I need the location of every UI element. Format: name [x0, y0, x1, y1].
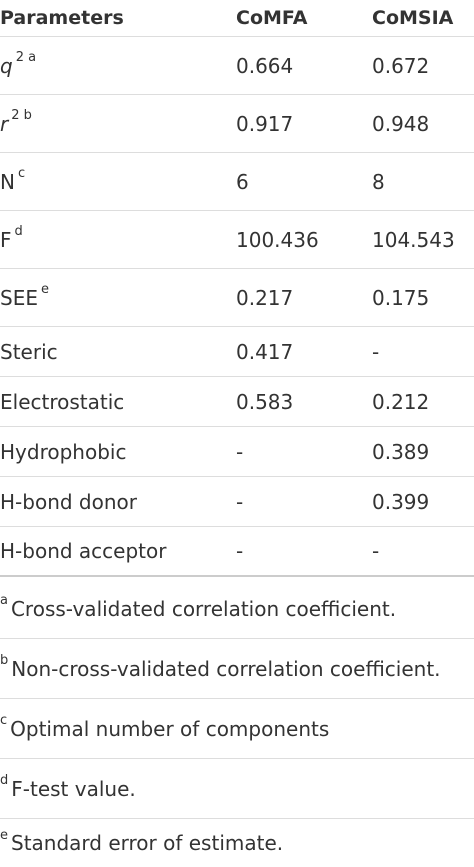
comfa-cell: 6: [236, 169, 249, 194]
comsia-cell: 0.212: [372, 389, 430, 414]
table-row: Hydrophobic - 0.389: [0, 427, 474, 477]
footnote-body: Optimal number of components: [10, 716, 330, 741]
footnote-mark: a: [0, 593, 8, 608]
parameter-name: r: [0, 111, 9, 136]
comsia-cell: -: [372, 339, 380, 364]
header-row: Parameters CoMFA CoMSIA: [0, 0, 474, 37]
comsia-cell: 104.543: [372, 227, 455, 252]
footnote-text: b Non-cross-validated correlation coeffic…: [0, 639, 441, 698]
footnote-mark: d: [0, 773, 9, 788]
parameter-name: Steric: [0, 339, 58, 364]
parameter-cell: SEE e: [0, 269, 49, 326]
parameter-name: N: [0, 169, 15, 194]
superscript: d: [14, 224, 23, 239]
footnote-mark: e: [0, 827, 8, 843]
table-row: Electrostatic 0.583 0.212: [0, 377, 474, 427]
footnote: e Standard error of estimate.: [0, 819, 474, 867]
footnote: a Cross-validated correlation coefficient…: [0, 579, 474, 639]
parameter-cell: Hydrophobic: [0, 427, 126, 476]
comfa-cell: 0.917: [236, 111, 294, 136]
footnote-body: Non-cross-validated correlation coeffici…: [11, 656, 441, 681]
comfa-cell: -: [236, 489, 244, 514]
comsia-cell: 0.672: [372, 53, 430, 78]
comsia-cell: 0.948: [372, 111, 430, 136]
parameter-cell: Steric: [0, 327, 58, 376]
parameter-name: H-bond acceptor: [0, 539, 167, 563]
comfa-cell: 0.583: [236, 389, 294, 414]
superscript: c: [17, 166, 26, 181]
comfa-cell: -: [236, 539, 244, 563]
comfa-cell: 0.217: [236, 285, 294, 310]
table-row: Steric 0.417 -: [0, 327, 474, 377]
superscript: 2 b: [11, 108, 32, 123]
comfa-cell: 0.664: [236, 53, 294, 78]
superscript: e: [40, 282, 49, 297]
footnote-mark: b: [0, 653, 9, 668]
parameter-name: Electrostatic: [0, 389, 125, 414]
comsia-cell: -: [372, 539, 380, 563]
comfa-cell: -: [236, 439, 244, 464]
comsia-cell: 0.399: [372, 489, 430, 514]
table-row: H-bond donor - 0.399: [0, 477, 474, 527]
comsia-cell: 0.389: [372, 439, 430, 464]
parameter-name: Hydrophobic: [0, 439, 127, 464]
parameter-cell: H-bond donor: [0, 477, 137, 526]
parameter-name: F: [0, 227, 12, 252]
parameter-cell: H-bond acceptor: [0, 527, 166, 575]
footnote-text: e Standard error of estimate.: [0, 819, 283, 867]
header-cell: CoMFA: [236, 7, 308, 29]
comsia-cell: 0.175: [372, 285, 430, 310]
comsia-cell: 8: [372, 169, 385, 194]
footnote-text: c Optimal number of components: [0, 699, 329, 758]
table-row: SEE e 0.217 0.175: [0, 269, 474, 327]
footnote-mark: c: [0, 713, 8, 728]
footnote-body: Cross-validated correlation coefficient.: [10, 596, 397, 621]
header-cell: CoMSIA: [372, 7, 454, 29]
footnote-text: d F-test value.: [0, 759, 136, 818]
parameter-name: SEE: [0, 285, 38, 310]
footnote-body: Standard error of estimate.: [11, 831, 284, 855]
comfa-cell: 0.417: [236, 339, 294, 364]
parameter-cell: Electrostatic: [0, 377, 124, 426]
comfa-cell: 100.436: [236, 227, 319, 252]
footnote: b Non-cross-validated correlation coeffic…: [0, 639, 474, 699]
footnote-text: a Cross-validated correlation coefficient…: [0, 579, 396, 638]
header-cell: Parameters: [0, 7, 124, 29]
footnote: c Optimal number of components: [0, 699, 474, 759]
parameter-name: H-bond donor: [0, 489, 137, 514]
footnote-body: F-test value.: [11, 776, 136, 801]
superscript: 2 a: [15, 50, 37, 65]
parameter-name: q: [0, 53, 13, 78]
footnote: d F-test value.: [0, 759, 474, 819]
table-row: H-bond acceptor - -: [0, 527, 474, 577]
